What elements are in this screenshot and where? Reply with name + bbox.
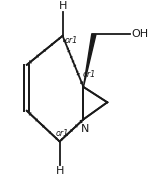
Polygon shape (83, 34, 96, 87)
Text: H: H (58, 1, 67, 11)
Text: H: H (55, 166, 64, 176)
Text: or1: or1 (55, 129, 68, 138)
Text: OH: OH (131, 29, 148, 39)
Text: N: N (81, 124, 89, 134)
Text: or1: or1 (83, 70, 96, 79)
Text: or1: or1 (65, 36, 78, 45)
